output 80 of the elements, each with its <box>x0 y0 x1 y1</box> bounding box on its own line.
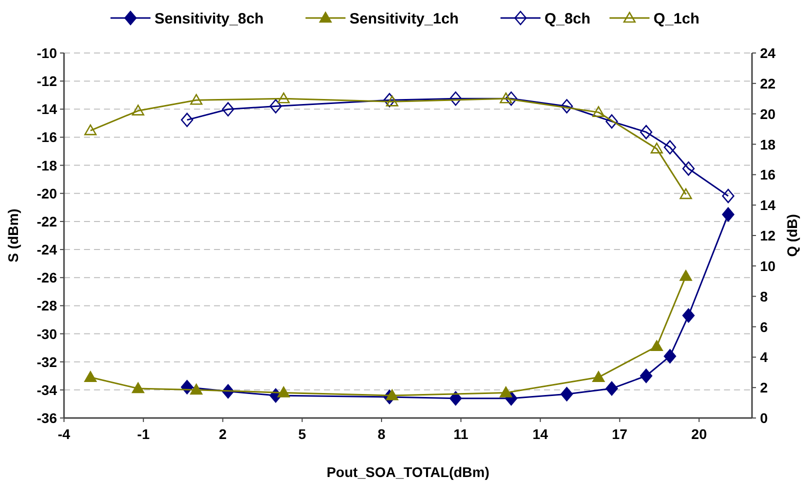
point <box>680 270 692 281</box>
point <box>383 92 396 108</box>
x-tick-label: 11 <box>454 426 469 442</box>
y-tick-label: -26 <box>36 270 58 286</box>
point <box>664 349 676 364</box>
point <box>132 382 144 394</box>
point <box>190 384 202 395</box>
point <box>592 371 605 382</box>
y-tick-label: -16 <box>36 129 58 146</box>
y-axis-title: S (dBm) <box>5 208 21 262</box>
y2-tick-label: 10 <box>760 258 776 274</box>
y2-tick-label: 2 <box>760 380 768 396</box>
y2-tick-label: 6 <box>760 318 768 335</box>
y2-tick-label: 20 <box>760 106 776 122</box>
point <box>180 112 194 128</box>
point <box>640 368 652 384</box>
point <box>560 386 573 402</box>
point <box>722 207 734 222</box>
y2-tick-label: 0 <box>760 410 768 426</box>
point <box>270 99 282 114</box>
point <box>277 386 290 398</box>
x-tick-label: 14 <box>532 426 548 442</box>
x-tick-label: 8 <box>378 426 386 442</box>
point <box>277 92 290 104</box>
point <box>500 386 512 398</box>
point <box>132 104 144 116</box>
point <box>386 389 398 400</box>
y2-axis-title: Q (dB) <box>784 214 800 257</box>
legend-label: Sensitivity_1ch <box>350 10 459 28</box>
point <box>505 91 518 106</box>
y-tick-label: -32 <box>36 354 58 370</box>
x-tick-label: -4 <box>58 426 70 442</box>
point <box>449 91 462 106</box>
y2-tick-label: 24 <box>760 45 776 61</box>
x-tick-label: 2 <box>218 426 227 442</box>
legend-label: Q_8ch <box>544 10 590 28</box>
y-tick-label: -24 <box>36 242 58 258</box>
y2-tick-label: 8 <box>760 288 768 304</box>
point <box>606 381 618 396</box>
point <box>606 114 618 129</box>
y-tick-label: -30 <box>36 326 58 342</box>
y2-tick-label: 14 <box>760 197 776 214</box>
y2-tick-label: 12 <box>760 228 776 244</box>
point <box>386 96 398 106</box>
y-tick-label: -28 <box>36 298 58 314</box>
y-tick-label: -20 <box>36 185 58 202</box>
x-tick-label: 20 <box>691 426 708 442</box>
legend-label: Sensitivity_8ch <box>154 10 264 28</box>
point <box>84 124 97 136</box>
y-tick-label: -22 <box>36 213 58 230</box>
legend-label: Q_1ch <box>654 10 700 28</box>
point <box>650 142 663 154</box>
y-tick-label: -34 <box>36 382 58 398</box>
y-tick-label: -36 <box>36 410 58 426</box>
x-axis-title: Pout_SOA_TOTAL(dBm) <box>326 464 490 480</box>
y2-tick-label: 22 <box>760 75 776 92</box>
point <box>682 161 695 176</box>
point <box>222 102 234 116</box>
point <box>680 188 692 200</box>
point <box>664 140 676 154</box>
y2-tick-label: 4 <box>760 349 768 366</box>
y-tick-label: -12 <box>36 73 58 90</box>
point <box>449 391 462 406</box>
point <box>640 124 652 140</box>
y-tick-label: -10 <box>36 45 58 61</box>
point <box>500 92 512 104</box>
point <box>592 106 605 117</box>
y-tick-label: -14 <box>36 101 58 118</box>
y-tick-label: -18 <box>36 157 58 174</box>
point <box>722 188 734 204</box>
x-tick-label: 17 <box>612 426 628 442</box>
y2-tick-label: 16 <box>760 166 776 183</box>
x-tick-label: 5 <box>298 426 306 442</box>
point <box>190 94 202 105</box>
point <box>84 371 97 382</box>
point <box>560 99 573 114</box>
x-tick-label: -1 <box>137 426 150 442</box>
y2-tick-label: 18 <box>760 136 776 152</box>
point <box>682 308 695 323</box>
point <box>650 340 663 352</box>
